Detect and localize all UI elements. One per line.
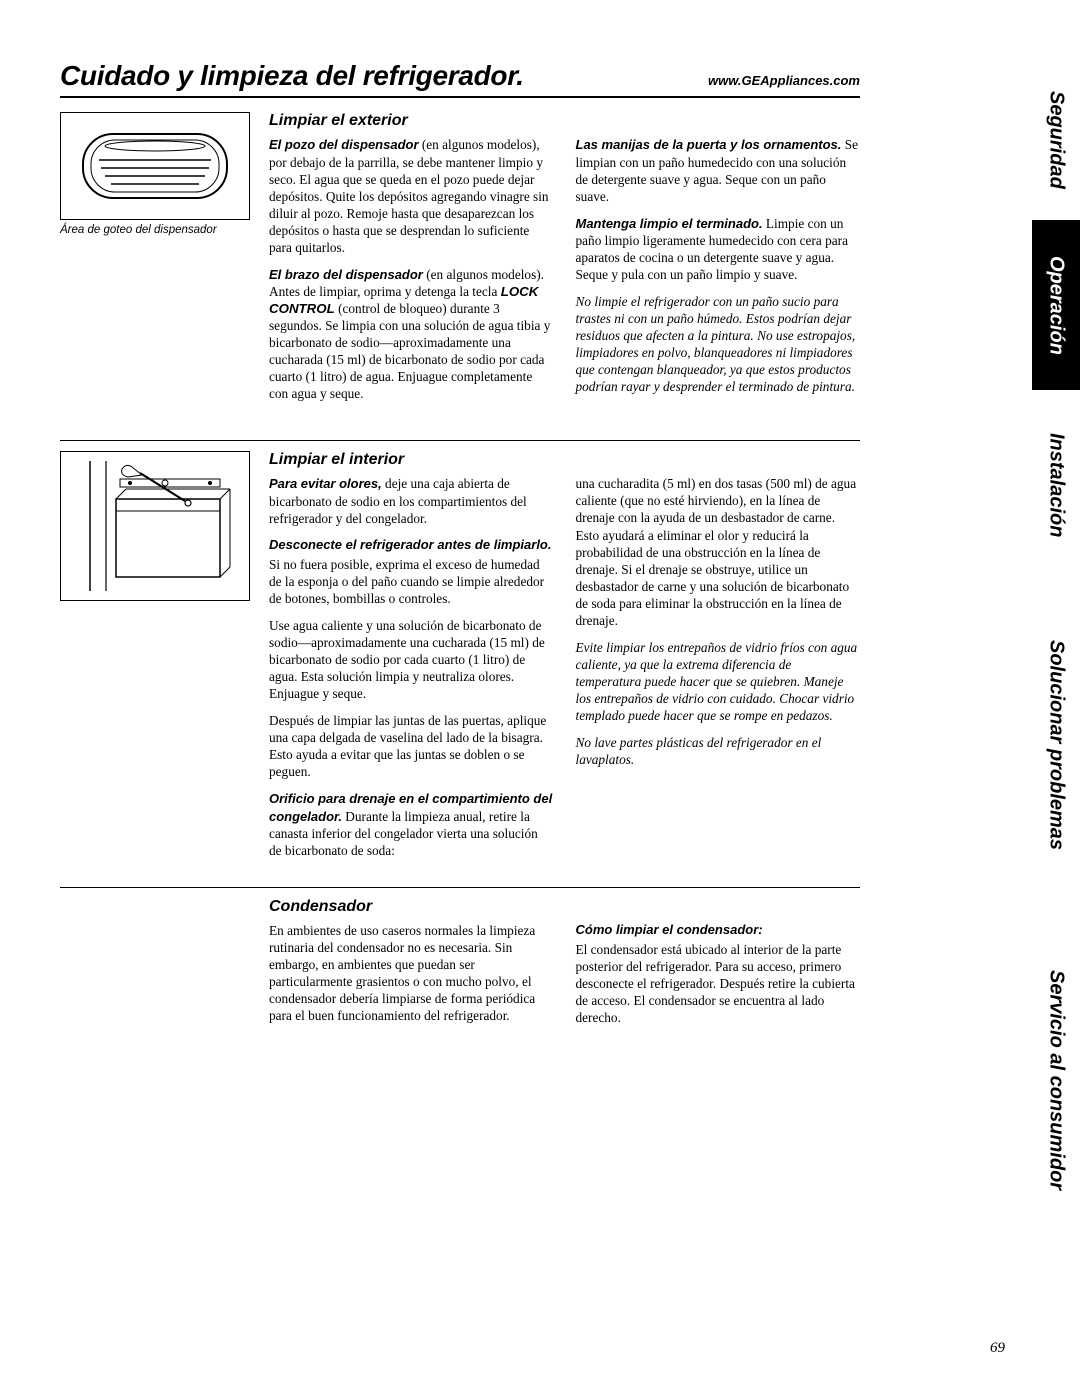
tab-operación[interactable]: Operación [1032, 220, 1080, 390]
dispenser-caption: Área de goteo del dispensador [60, 224, 255, 236]
p-int-drain: Orificio para drenaje en el compartimien… [269, 790, 554, 859]
p-exterior-arm: El brazo del dispensador (en algunos mod… [269, 266, 554, 403]
interior-cleaning-illustration [60, 451, 250, 601]
tab-seguridad[interactable]: Seguridad [1032, 60, 1080, 220]
p-exterior-well: El pozo del dispensador (en algunos mode… [269, 136, 554, 256]
heading-exterior: Limpiar el exterior [269, 112, 860, 130]
p-condenser-how: Cómo limpiar el condensador:El condensad… [576, 922, 861, 1026]
section-interior: Limpiar el interior Para evitar olores, … [60, 440, 860, 873]
section-exterior: Área de goteo del dispensador Limpiar el… [60, 112, 860, 426]
heading-interior: Limpiar el interior [269, 451, 860, 469]
p-condenser-about: En ambientes de uso caseros normales la … [269, 922, 554, 1024]
tab-solucionar-problemas[interactable]: Solucionar problemas [1032, 580, 1080, 910]
p-int-dishwasher-warning: No lave partes plásticas del refrigerado… [576, 734, 861, 768]
section-condenser: Condensador En ambientes de uso caseros … [60, 887, 860, 1050]
p-int-odors: Para evitar olores, deje una caja abiert… [269, 475, 554, 527]
side-tabs: SeguridadOperaciónInstalaciónSolucionar … [1032, 60, 1080, 1350]
p-exterior-finish: Mantenga limpio el terminado. Limpie con… [576, 215, 861, 284]
p-exterior-handles: Las manijas de la puerta y los ornamento… [576, 136, 861, 205]
tab-instalación[interactable]: Instalación [1032, 390, 1080, 580]
p-int-drain-cont: una cucharadita (5 ml) en dos tasas (500… [576, 475, 861, 628]
title-row: Cuidado y limpieza del refrigerador. www… [60, 60, 860, 98]
p-int-unplug: Desconecte el refrigerador antes de limp… [269, 537, 554, 607]
p-int-glass-warning: Evite limpiar los entrepaños de vidrio f… [576, 639, 861, 724]
page-number: 69 [990, 1340, 1005, 1357]
p-exterior-warning: No limpie el refrigerador con un paño su… [576, 293, 861, 395]
p-int-gaskets: Después de limpiar las juntas de las pue… [269, 712, 554, 780]
dispenser-drip-tray-illustration [60, 112, 250, 220]
p-int-solution: Use agua caliente y una solución de bica… [269, 617, 554, 702]
page-title: Cuidado y limpieza del refrigerador. [60, 60, 524, 92]
site-url: www.GEAppliances.com [708, 73, 860, 88]
tab-servicio-al-consumidor[interactable]: Servicio al consumidor [1032, 910, 1080, 1250]
heading-condenser: Condensador [269, 898, 860, 916]
